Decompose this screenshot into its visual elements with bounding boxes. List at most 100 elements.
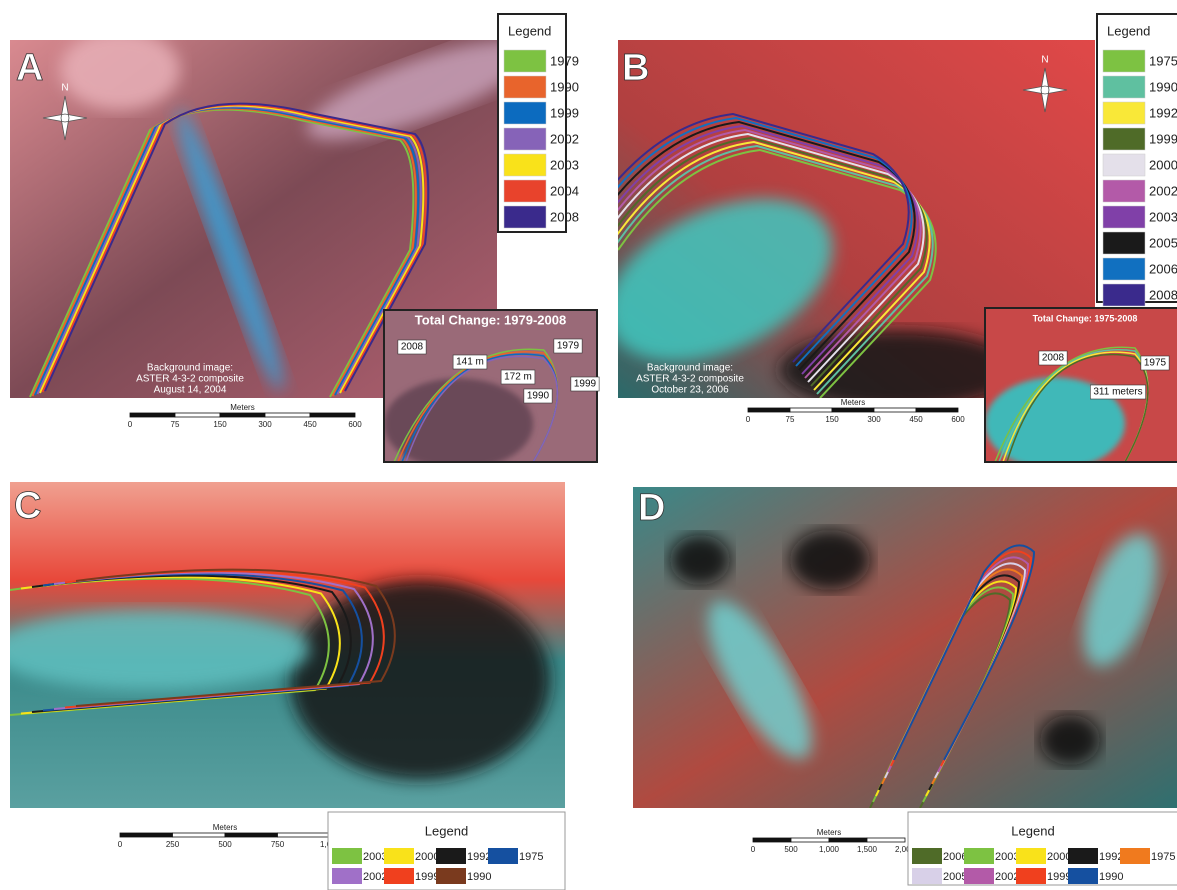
legend-swatch [332,848,362,864]
scale-tick-label: 600 [951,415,965,424]
legend-swatch [1103,154,1145,176]
legend-swatch [1068,868,1098,884]
inset-label: 311 meters [1093,387,1142,398]
inset-label: 2008 [1042,353,1065,364]
scale-segment [790,408,832,412]
legend-swatch [504,154,546,176]
scale-tick-label: 75 [786,415,795,424]
legend-label: 1992 [467,851,491,863]
scale-segment [225,833,278,837]
terrain [290,580,550,780]
legend-swatch [504,180,546,202]
image-note: October 23, 2006 [651,385,729,396]
legend-swatch [1103,232,1145,254]
scale-segment [173,833,226,837]
scale-tick-label: 300 [258,420,272,429]
legend-label: 2000 [415,851,439,863]
legend-swatch [384,848,414,864]
north-label: N [61,83,68,94]
legend: Legend2003200019921975200219991990 [328,812,565,890]
legend-label: 1975 [1151,851,1175,863]
scale-segment [874,408,916,412]
inset-label: 2008 [401,342,424,353]
scale-tick-label: 1,500 [857,845,878,854]
legend-swatch [504,102,546,124]
legend-label: 2002 [363,871,387,883]
terrain [0,610,310,690]
scale-title: Meters [841,398,865,407]
inset-label: 1975 [1144,358,1167,369]
legend-label: 2002 [995,871,1019,883]
legend-label: 1979 [550,53,579,68]
map-panel: CMeters02505007501,000Legend200320001992… [0,482,565,890]
legend: Legend1979199019992002200320042008 [498,14,579,232]
legend-label: 2003 [363,851,387,863]
terrain [60,30,180,110]
inset-label: 172 m [504,372,532,383]
inset-title: Total Change: 1979-2008 [415,312,566,327]
scale-segment [832,408,874,412]
scale-tick-label: 450 [909,415,923,424]
legend-label: 1975 [1149,53,1177,68]
scale-tick-label: 500 [218,840,232,849]
legend-label: 2005 [1149,235,1177,250]
legend-label: 1992 [1099,851,1123,863]
image-note: Background image: [147,363,233,374]
legend-label: 2008 [550,209,579,224]
scale-tick-label: 150 [213,420,227,429]
scale-title: Meters [817,828,841,837]
scale-segment [867,838,905,842]
inset-label: 1990 [527,391,550,402]
legend-title: Legend [1107,23,1150,38]
legend-swatch [504,50,546,72]
legend-title: Legend [1011,823,1054,838]
legend-label: 1999 [415,871,439,883]
map-panel: DMeters05001,0001,5002,000Legend20062003… [633,487,1177,885]
legend-swatch [504,206,546,228]
legend-label: 1990 [467,871,491,883]
satellite-image [0,482,565,808]
scale-segment [753,838,791,842]
legend-label: 1990 [550,79,579,94]
legend-label: 1990 [1149,79,1177,94]
legend-label: 1975 [519,851,543,863]
legend-swatch [912,848,942,864]
legend-label: 2005 [943,871,967,883]
scale-tick-label: 450 [303,420,317,429]
legend-swatch [964,848,994,864]
satellite-image [633,487,1177,808]
image-note: Background image: [647,363,733,374]
legend-swatch [1120,848,1150,864]
scale-tick-label: 0 [118,840,123,849]
image-note: ASTER 4-3-2 composite [136,374,244,385]
legend-swatch [436,848,466,864]
inset-label: 1999 [574,379,597,390]
legend: Legend2006200320001992197520052002199919… [908,812,1177,885]
terrain [670,535,730,585]
inset-label: 1979 [557,341,580,352]
scale-tick-label: 250 [166,840,180,849]
legend-swatch [1103,258,1145,280]
scale-segment [130,413,175,417]
map-panel: ANBackground image:ASTER 4-3-2 composite… [10,14,599,470]
scale-tick-label: 600 [348,420,362,429]
legend-swatch [384,868,414,884]
legend-label: 2004 [550,183,579,198]
legend-swatch [1103,206,1145,228]
scale-tick-label: 1,000 [819,845,840,854]
legend-swatch [1103,128,1145,150]
terrain [384,378,533,469]
scale-segment [120,833,173,837]
scale-segment [748,408,790,412]
scale-tick-label: 150 [825,415,839,424]
scale-tick-label: 0 [746,415,751,424]
legend-swatch [1103,50,1145,72]
legend-label: 2006 [943,851,967,863]
legend-title: Legend [508,23,551,38]
panel-letter: C [14,485,41,527]
scale-tick-label: 0 [751,845,756,854]
legend-swatch [436,868,466,884]
legend-label: 1999 [550,105,579,120]
